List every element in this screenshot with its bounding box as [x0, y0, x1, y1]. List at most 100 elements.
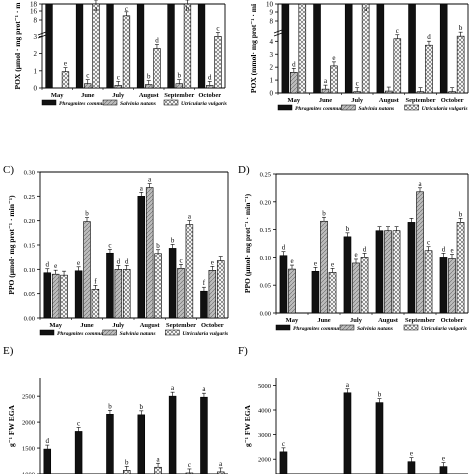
legend-swatch: [341, 104, 356, 111]
bar: [137, 196, 146, 319]
y-tick-label: 4000: [258, 408, 271, 415]
y-tick-label: 2: [270, 64, 274, 72]
significance-letter: d: [292, 60, 296, 68]
x-tick-label: October: [441, 97, 464, 104]
significance-letter: c: [427, 239, 430, 247]
bar: [168, 248, 177, 319]
bar: [279, 255, 288, 314]
y-tick-label: 3: [270, 51, 274, 59]
legend-swatch: [165, 329, 180, 336]
bar: [353, 91, 361, 94]
panel-label-c: C): [3, 164, 14, 176]
x-tick-label: September: [166, 322, 196, 329]
y-tick-label: 2500: [22, 394, 35, 401]
x-tick-label: August: [140, 322, 161, 329]
x-tick-label: May: [51, 92, 64, 99]
significance-letter: d: [155, 36, 159, 44]
significance-letter: d: [427, 33, 431, 41]
bar: [392, 230, 401, 314]
bar: [92, 3, 100, 89]
x-tick-label: June: [317, 317, 330, 324]
bar: [43, 448, 52, 474]
bar: [114, 85, 122, 89]
significance-letter: b: [459, 210, 463, 218]
bar: [106, 414, 114, 474]
y-tick-label: 0.20: [24, 218, 35, 225]
bar: [456, 222, 465, 314]
significance-letter: a: [140, 184, 144, 192]
panel-label-e: E): [3, 345, 14, 357]
legend-swatch: [339, 324, 355, 331]
bar-truncated: [136, 3, 145, 89]
y-tick-label: 0.10: [260, 255, 271, 262]
significance-letter: c: [356, 80, 359, 88]
significance-letter: c: [125, 5, 128, 13]
bar: [416, 191, 424, 314]
y-tick-label: 0.10: [24, 267, 35, 274]
significance-letter: e: [332, 54, 335, 62]
x-tick-label: May: [286, 317, 299, 324]
y-axis-label: g⁻¹ FW EGA: [7, 404, 16, 446]
y-tick-label: 0.05: [260, 283, 271, 290]
legend-swatch: [41, 99, 57, 106]
axis-break-mark: [37, 34, 47, 39]
bar: [145, 84, 153, 89]
y-tick-label: 16: [30, 8, 38, 16]
y-tick-label: 8: [270, 18, 274, 26]
x-tick-label: July: [112, 322, 125, 329]
bar-truncated: [408, 3, 416, 94]
significance-letter: e: [54, 262, 57, 270]
bar: [424, 250, 433, 314]
bar: [330, 65, 338, 94]
x-tick-label: August: [378, 317, 399, 324]
legend-label: Phragmites communis: [59, 101, 111, 107]
significance-letter: e: [290, 257, 293, 265]
bar: [122, 269, 131, 319]
legend-label: Salvinia natans: [358, 106, 394, 112]
significance-letter: d: [46, 261, 50, 269]
x-tick-label: August: [139, 92, 160, 99]
significance-letter: e: [410, 450, 413, 458]
axis-break-mark: [37, 31, 47, 36]
bar: [145, 187, 154, 319]
y-axis-label: PPO (μmol· mg prot⁻¹ · min⁻¹): [243, 193, 252, 293]
bar: [288, 268, 296, 314]
bar: [43, 272, 52, 319]
y-axis-label: PPO (μmol· mg prot⁻¹ · min⁻¹): [7, 195, 16, 295]
significance-letter: a: [346, 381, 350, 389]
significance-letter: a: [171, 384, 175, 392]
bar: [328, 272, 337, 314]
y-tick-label: 0.25: [260, 172, 271, 179]
significance-letter: b: [186, 5, 190, 13]
bar: [279, 451, 288, 474]
x-tick-label: September: [405, 317, 435, 324]
significance-letter: c: [216, 24, 219, 32]
significance-letter: e: [64, 60, 67, 68]
bar: [385, 90, 393, 94]
bar-truncated: [167, 3, 175, 89]
bar-truncated: [344, 3, 353, 94]
significance-letter: d: [117, 257, 121, 265]
significance-letter: c: [77, 419, 80, 427]
y-tick-label: 9: [270, 9, 274, 17]
y-tick-label: 0.05: [24, 291, 35, 298]
significance-letter: a: [148, 176, 152, 184]
y-axis-label: POX (μmol · mg prot⁻¹ · m: [13, 2, 22, 90]
significance-letter: d: [208, 73, 212, 81]
significance-letter: b: [85, 210, 89, 218]
significance-letter: c: [117, 73, 120, 81]
y-axis-label: g⁻¹ FW EGA: [243, 404, 252, 446]
y-tick-label: 2: [34, 50, 38, 58]
y-tick-label: 0.25: [24, 194, 35, 201]
bar: [153, 48, 161, 89]
significance-letter: e: [314, 259, 317, 267]
significance-letter: b: [322, 209, 326, 217]
significance-letter: a: [324, 77, 328, 85]
y-tick-label: 2000: [258, 457, 271, 464]
legend-label: Utricularia vulgaris: [181, 101, 227, 107]
legend-swatch: [403, 324, 419, 331]
x-tick-label: August: [379, 97, 400, 104]
significance-letter: c: [188, 461, 191, 469]
